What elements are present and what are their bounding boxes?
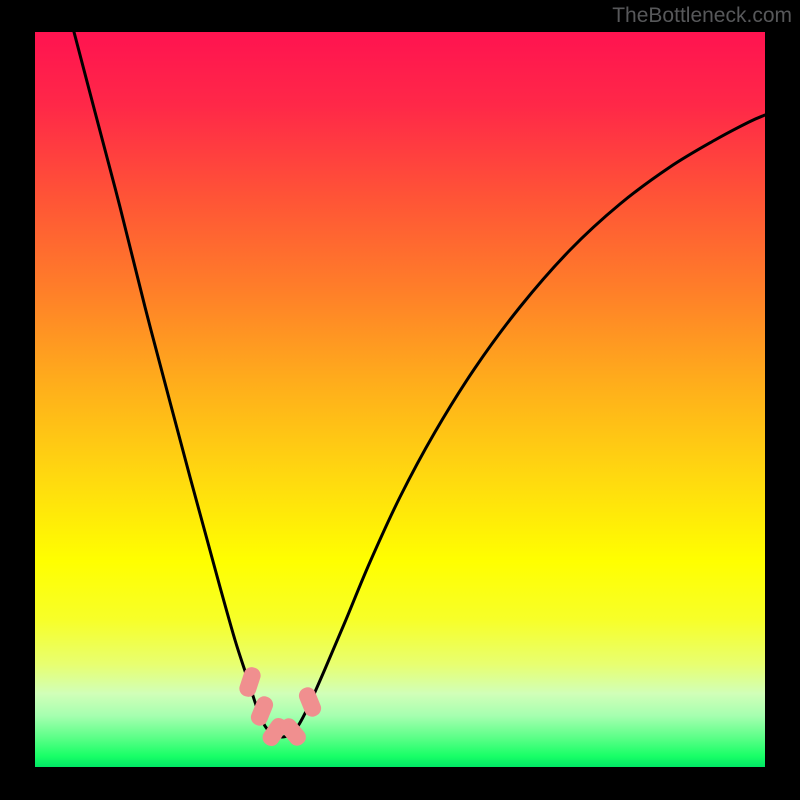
curve-path [74,32,765,737]
marker [237,665,262,699]
chart-frame: TheBottleneck.com [0,0,800,800]
curve-markers [237,665,323,749]
bottleneck-curve [35,32,765,767]
watermark-text: TheBottleneck.com [612,4,792,28]
marker [296,685,323,719]
plot-area [35,32,765,767]
